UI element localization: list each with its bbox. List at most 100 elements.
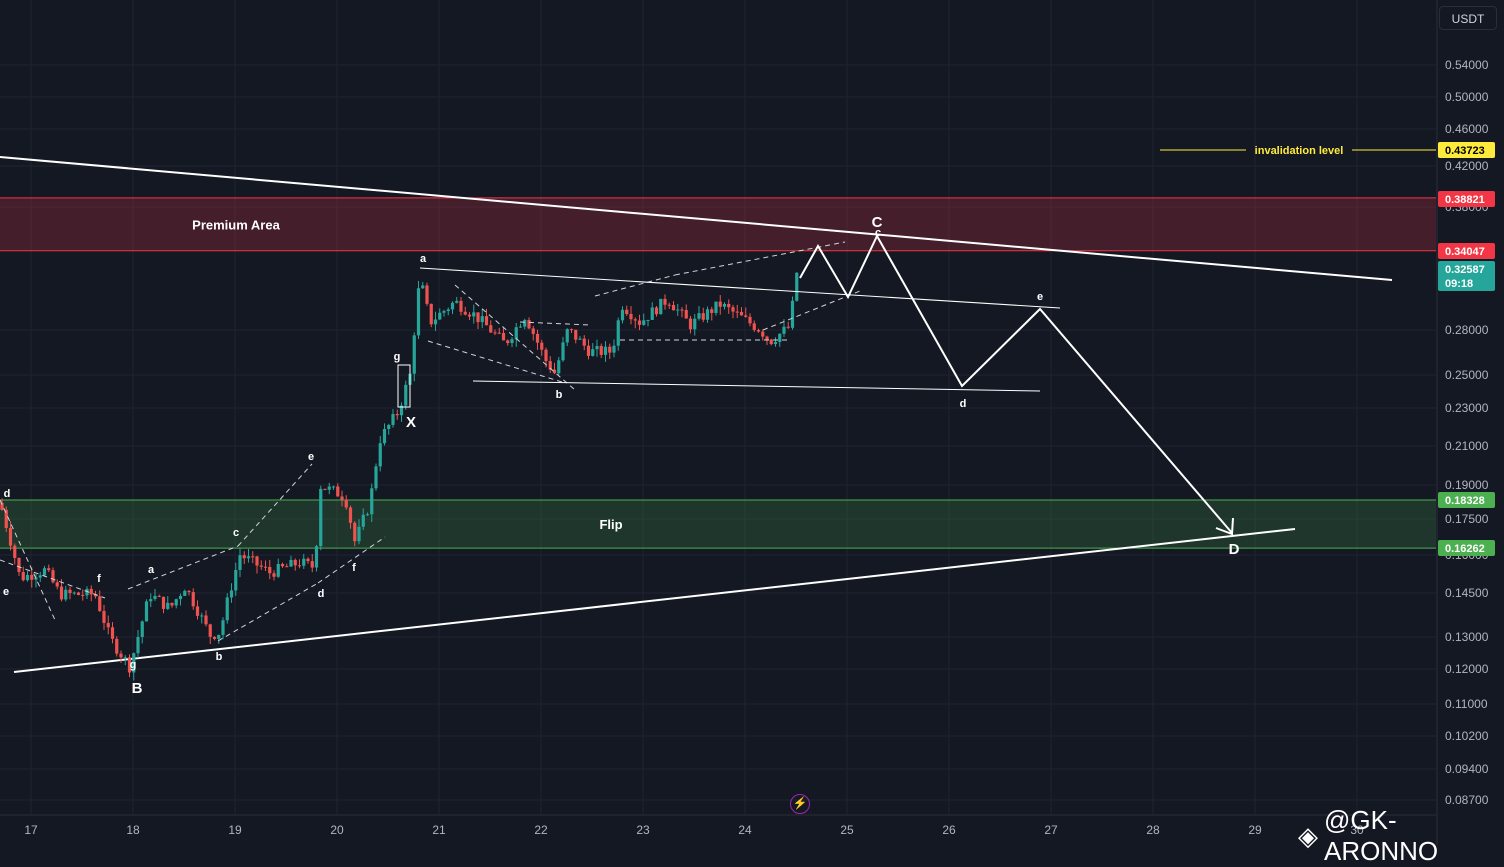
candle [684,310,688,319]
candle [157,595,161,597]
price-tag-value: 0.34047 [1445,246,1485,258]
candle [17,557,21,573]
x-tick-label: 19 [228,823,242,837]
candle [671,305,676,311]
candle [501,332,506,341]
candle [557,360,561,374]
candle [761,331,765,337]
structure-line [472,380,1041,392]
candle [603,346,608,355]
candle [59,586,64,600]
candle [433,319,438,325]
candle [382,429,387,444]
invalidation-label: invalidation level [1255,145,1344,157]
lower-trendline [13,528,1296,673]
candle [13,545,17,558]
x-tick-label: 26 [942,823,956,837]
candle [735,311,739,313]
wave-g-box [397,364,411,408]
candle [489,325,493,333]
chart-background [0,0,1504,845]
candle [340,496,344,500]
candle [790,300,795,328]
candle [285,566,289,568]
candle [136,636,140,654]
dashed-channel-line [0,499,56,621]
candle [484,316,489,326]
candle [378,443,382,467]
currency-button[interactable]: USDT [1439,6,1497,30]
candle [395,414,399,416]
y-tick-label: 0.25000 [1445,368,1489,382]
candle [68,589,72,594]
candle [697,313,701,319]
candle [693,318,697,330]
candle [773,341,778,345]
y-tick-label: 0.19000 [1445,478,1489,492]
candle [442,311,446,313]
candle [421,285,425,289]
candle [727,303,731,308]
candle [769,339,773,345]
chart[interactable]: Premium Area Flip invalidation level d e f a c e… [0,0,1504,845]
wave-label-d: d [4,488,11,500]
candle [646,319,650,321]
candle [251,556,255,558]
candle [361,514,365,527]
candle [786,326,790,328]
candle [38,575,42,578]
y-tick-label: 0.17500 [1445,512,1489,526]
price-tag-value: 0.16262 [1445,543,1485,555]
price-tag-value: 0.18328 [1445,495,1485,507]
candle [540,342,544,350]
x-tick-label: 24 [738,823,752,837]
candle [476,312,480,323]
price-tag-bg [1438,492,1495,508]
wave-label-c: c [875,227,881,239]
candle [191,592,195,607]
candle [246,556,251,559]
x-tick-label: 18 [126,823,140,837]
candle [234,569,238,591]
candle [438,312,442,320]
candle [701,313,705,320]
candle [302,558,306,566]
candle [722,303,727,307]
candle [642,320,646,325]
candles [0,272,799,681]
candle [272,573,276,577]
price-tag-timer: 09:18 [1445,278,1473,290]
wave-label-c: c [233,527,239,539]
candle [633,319,637,321]
candle [387,424,391,430]
dashed-channel-line [519,321,591,326]
candle [506,340,510,344]
y-tick-label: 0.09400 [1445,762,1489,776]
candle [493,332,497,334]
candle [64,589,68,600]
candle [127,657,132,673]
dashed-channel-line [594,274,676,297]
candle [518,326,523,328]
candle [510,339,514,344]
wave-label-B: B [132,680,143,697]
candle [140,621,144,637]
candle [297,565,302,567]
wave-label-a: a [148,564,155,576]
y-tick-label: 0.14500 [1445,586,1489,600]
candle [93,594,98,597]
candle [744,315,748,317]
candle [72,592,76,594]
candle [221,620,225,635]
wave-label-b: b [216,651,223,663]
y-tick-label: 0.54000 [1445,58,1489,72]
candle [399,405,404,416]
lightning-icon[interactable]: ⚡ [790,794,810,814]
y-tick-label: 0.23000 [1445,401,1489,415]
wave-label-D: D [1229,541,1240,558]
candle [450,302,455,310]
candle [153,595,157,600]
candle [412,335,416,374]
price-tag-bg [1438,261,1495,291]
candle [548,361,552,370]
